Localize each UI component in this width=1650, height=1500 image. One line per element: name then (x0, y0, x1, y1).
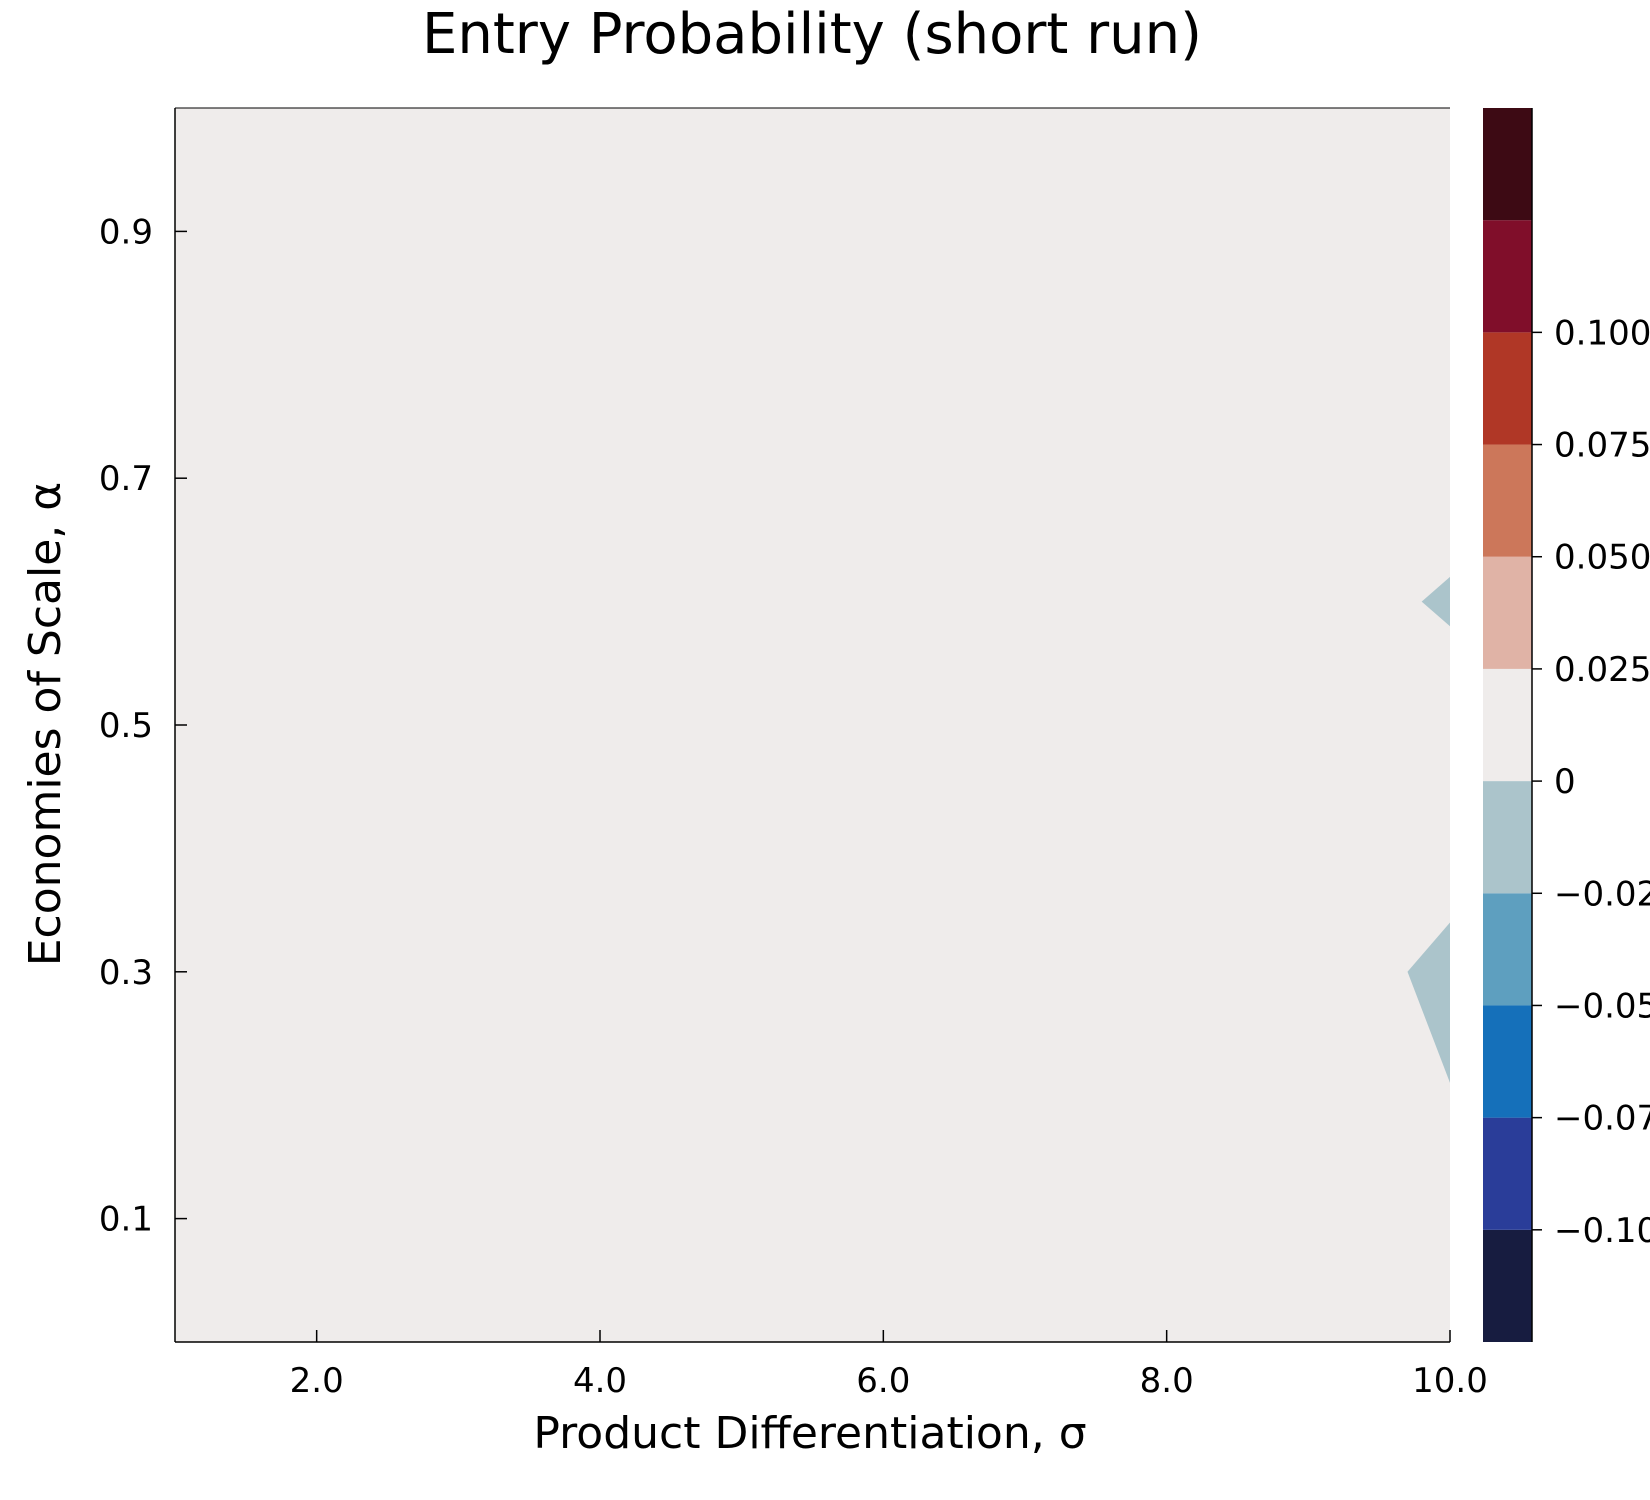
contour-region-1 (1421, 576, 1450, 627)
x-tick-label: 6.0 (856, 1361, 910, 1401)
x-tick-label: 8.0 (1140, 1361, 1194, 1401)
colorbar-tick-label: −0.05 (1554, 986, 1650, 1026)
colorbar-band-10 (1483, 220, 1532, 333)
colorbar-band-4 (1483, 893, 1532, 1006)
colorbar-tick-label: −0.07 (1554, 1099, 1650, 1139)
plot-area (175, 108, 1450, 1342)
x-tick-label: 2.0 (290, 1361, 344, 1401)
y-tick-label: 0.9 (99, 212, 153, 252)
colorbar-tick-label: 0 (1554, 762, 1576, 802)
colorbar-tick-label: 0.025 (1554, 650, 1650, 690)
y-axis-label: Economies of Scale, α (20, 482, 71, 967)
colorbar-tick-label: 0.100 (1554, 313, 1650, 353)
colorbar-band-5 (1483, 781, 1532, 894)
contour-region-2 (1407, 922, 1450, 1083)
contour-background-region (175, 108, 1450, 1342)
y-tick-label: 0.1 (99, 1200, 153, 1240)
y-tick-label: 0.7 (99, 459, 153, 499)
colorbar-band-9 (1483, 332, 1532, 445)
colorbar-band-2 (1483, 1117, 1532, 1230)
y-tick-label: 0.3 (99, 953, 153, 993)
colorbar-band-11 (1483, 108, 1532, 221)
x-tick-label: 10.0 (1412, 1361, 1488, 1401)
x-axis-label: Product Differentiation, σ (533, 1408, 1086, 1459)
colorbar-band-6 (1483, 668, 1532, 782)
colorbar-band-8 (1483, 444, 1532, 557)
colorbar: 0.100 0.075 0.050 0.025 0 −0.02 −0.05 −0.07 −0.1… (1483, 108, 1650, 1342)
colorbar-band-3 (1483, 1005, 1532, 1118)
chart-title: Entry Probability (short run) (422, 2, 1202, 67)
x-tick-label: 4.0 (573, 1361, 627, 1401)
colorbar-band-1 (1483, 1229, 1532, 1342)
colorbar-tick-label: −0.10 (1554, 1211, 1650, 1251)
colorbar-tick-label: 0.050 (1554, 538, 1650, 578)
colorbar-tick-label: −0.02 (1554, 874, 1650, 914)
colorbar-band-7 (1483, 556, 1532, 669)
y-tick-label: 0.5 (99, 706, 153, 746)
colorbar-tick-label: 0.075 (1554, 426, 1650, 466)
axes: 2.0 4.0 6.0 8.0 10.0 0.1 0.3 0.5 0.7 0.9 (99, 107, 1488, 1401)
